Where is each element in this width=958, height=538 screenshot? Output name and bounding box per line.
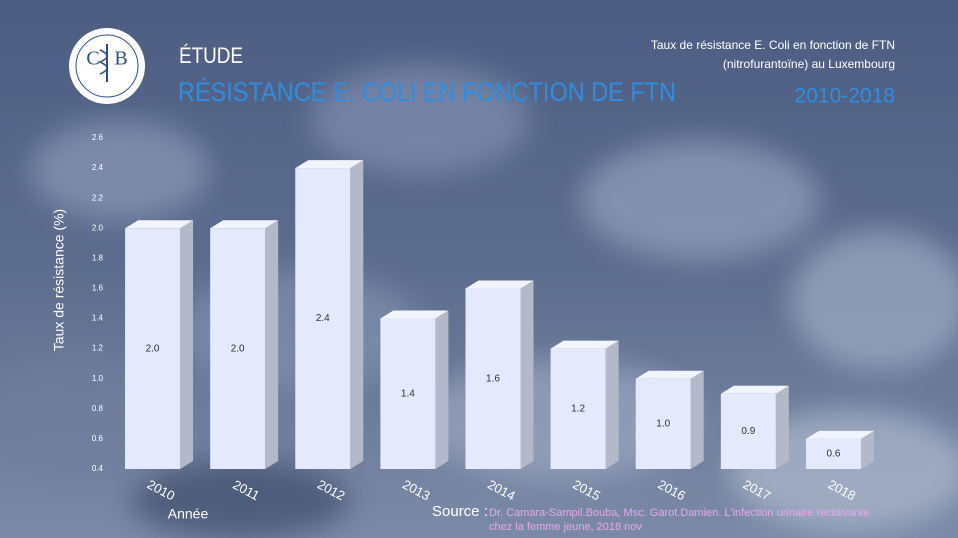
- y-tick-label: 1.4: [92, 314, 104, 323]
- bar-side: [520, 280, 534, 469]
- bar-side: [775, 385, 789, 469]
- bar: [635, 378, 691, 469]
- note: (nitrofurantoïne) au Luxembourg: [723, 57, 895, 71]
- value-label: 1.6: [486, 373, 500, 384]
- bar-top: [125, 220, 194, 229]
- x-axis-label: Année: [168, 506, 209, 522]
- value-label: 2.4: [316, 313, 330, 324]
- period: 2010-2018: [795, 85, 895, 108]
- bar: [720, 393, 776, 469]
- bar-top: [295, 160, 364, 169]
- y-tick-label: 2.6: [92, 133, 104, 142]
- bar-top: [550, 340, 619, 349]
- y-tick-label: 0.6: [92, 434, 104, 443]
- value-label: 2.0: [231, 343, 245, 354]
- y-tick-label: 1.2: [92, 344, 104, 353]
- bar-top: [465, 280, 534, 289]
- bar-side: [435, 310, 449, 469]
- y-tick-label: 2.4: [92, 163, 104, 172]
- bar-side: [860, 430, 874, 469]
- bar: [295, 168, 351, 469]
- bar: [210, 228, 266, 469]
- logo-snake: [98, 49, 108, 75]
- bar-side: [690, 370, 704, 469]
- bar-side: [180, 220, 194, 469]
- value-label: 0.6: [826, 449, 840, 460]
- y-tick-label: 1.0: [92, 374, 104, 383]
- value-label: 1.2: [571, 403, 585, 414]
- logo: C B: [69, 28, 145, 104]
- y-tick-label: 1.8: [92, 253, 104, 262]
- source-text: chez la femme jeune, 2018 nov: [489, 521, 642, 533]
- source-text: Dr. Camara-Sampil.Bouba, Msc. Garot.Dami…: [489, 507, 870, 519]
- bar-top: [720, 385, 789, 394]
- value-label: 2.0: [146, 343, 160, 354]
- bar-side: [265, 220, 279, 469]
- value-label: 1.4: [401, 388, 415, 399]
- bar: [805, 438, 861, 469]
- bar: [125, 228, 181, 469]
- y-tick-label: 2.0: [92, 223, 104, 232]
- logo-letter: B: [114, 48, 127, 70]
- logo-letter: C: [86, 48, 99, 70]
- bar-top: [210, 220, 279, 229]
- y-tick-label: 2.2: [92, 193, 104, 202]
- source-label: Source :: [432, 503, 488, 520]
- bar-side: [350, 160, 364, 469]
- bar-top: [380, 310, 449, 319]
- title: RÉSISTANCE E. COLI EN FONCTION DE FTN: [178, 77, 676, 107]
- bar: [465, 288, 521, 469]
- bar: [550, 348, 606, 469]
- bar-top: [635, 370, 704, 379]
- kicker: ÉTUDE: [179, 43, 243, 68]
- logo-ring: [75, 34, 139, 98]
- note: Taux de résistance E. Coli en fonction d…: [651, 38, 895, 52]
- bar-side: [605, 340, 619, 469]
- bar: [380, 318, 436, 469]
- y-axis-label: Taux de résistance (%): [51, 209, 67, 351]
- plot: 0.40.60.81.01.21.41.61.82.02.22.42.62010…: [92, 133, 874, 503]
- value-label: 1.0: [656, 419, 670, 430]
- y-tick-label: 0.8: [92, 404, 104, 413]
- bar-top: [805, 430, 874, 439]
- value-label: 0.9: [741, 426, 755, 437]
- y-tick-label: 1.6: [92, 284, 104, 293]
- y-tick-label: 0.4: [92, 464, 104, 473]
